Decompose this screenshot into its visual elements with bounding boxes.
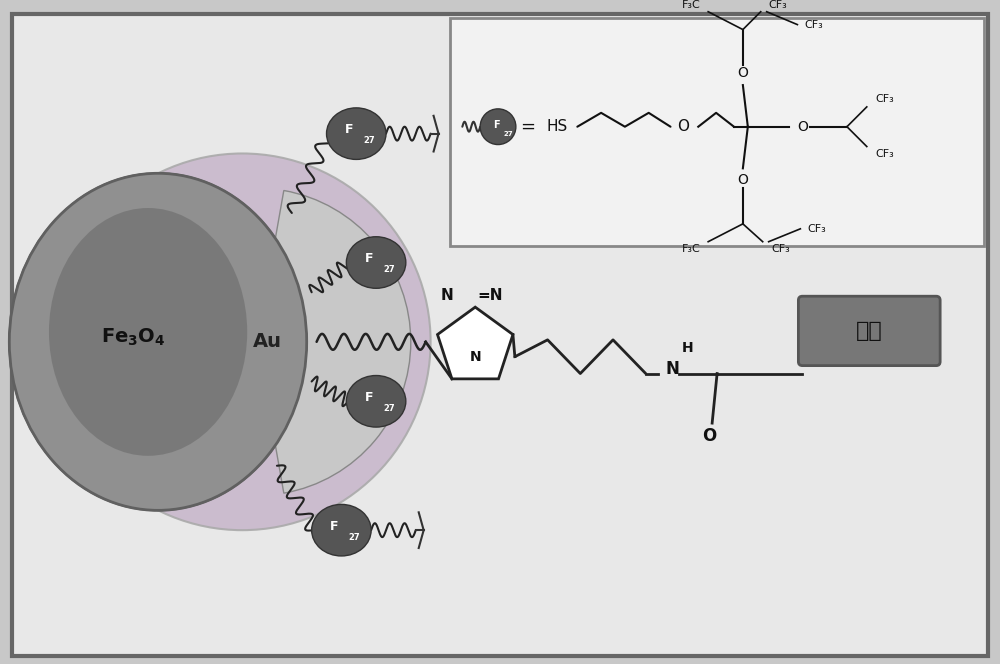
Text: CF₃: CF₃	[768, 0, 787, 10]
Text: HS: HS	[547, 120, 568, 134]
Text: F: F	[365, 252, 373, 265]
Text: H: H	[682, 341, 693, 355]
FancyBboxPatch shape	[12, 14, 988, 656]
Ellipse shape	[49, 208, 247, 456]
Polygon shape	[438, 307, 513, 379]
Text: O: O	[797, 120, 808, 133]
Text: F₃C: F₃C	[682, 244, 701, 254]
Text: 27: 27	[363, 136, 375, 145]
Text: $\mathbf{Fe_3O_4}$: $\mathbf{Fe_3O_4}$	[101, 326, 165, 347]
Text: CF₃: CF₃	[875, 149, 894, 159]
Text: CF₃: CF₃	[805, 20, 824, 30]
Text: 27: 27	[503, 131, 513, 137]
Text: =N: =N	[477, 288, 503, 303]
Text: O: O	[677, 120, 689, 134]
Text: CF₃: CF₃	[808, 224, 827, 234]
Text: 27: 27	[383, 265, 395, 274]
Wedge shape	[257, 191, 411, 493]
Ellipse shape	[9, 173, 307, 511]
Text: O: O	[702, 427, 716, 445]
Text: F₃C: F₃C	[682, 0, 701, 10]
Text: O: O	[737, 66, 748, 80]
Text: CF₃: CF₃	[771, 244, 790, 254]
Ellipse shape	[346, 237, 406, 288]
FancyBboxPatch shape	[798, 296, 940, 366]
Text: F: F	[345, 124, 354, 136]
Text: =: =	[520, 118, 535, 135]
Ellipse shape	[312, 505, 371, 556]
Circle shape	[480, 109, 516, 145]
Text: CF₃: CF₃	[875, 94, 894, 104]
Text: 27: 27	[348, 533, 360, 542]
Text: N: N	[469, 350, 481, 364]
Text: F: F	[365, 391, 373, 404]
Text: O: O	[737, 173, 748, 187]
Ellipse shape	[9, 173, 307, 511]
Ellipse shape	[327, 108, 386, 159]
Text: 27: 27	[383, 404, 395, 413]
Ellipse shape	[346, 376, 406, 427]
Ellipse shape	[49, 208, 247, 456]
FancyBboxPatch shape	[450, 18, 984, 246]
Text: Au: Au	[253, 332, 282, 351]
Text: F: F	[493, 120, 499, 129]
Text: N: N	[666, 360, 679, 378]
Text: 抗体: 抗体	[856, 321, 883, 341]
Ellipse shape	[54, 153, 431, 530]
Text: N: N	[441, 288, 454, 303]
Text: F: F	[330, 520, 339, 533]
